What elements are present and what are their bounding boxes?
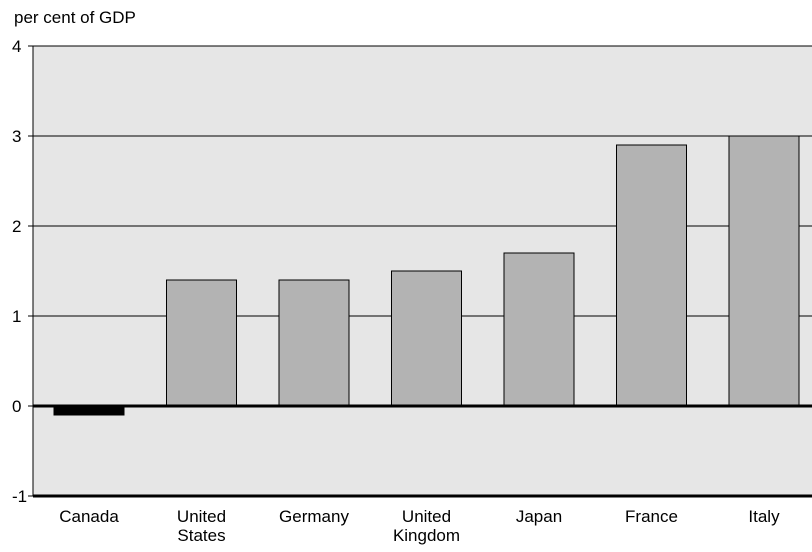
y-tick-label: 2 (12, 217, 21, 236)
x-tick-label: Canada (59, 507, 119, 526)
bar (503, 252, 575, 407)
y-tick-label: 4 (12, 37, 21, 56)
bar (278, 279, 350, 407)
x-tick-label: France (625, 507, 678, 526)
x-tick-label: Germany (279, 507, 349, 526)
y-tick-label: 1 (12, 307, 21, 326)
bars (53, 135, 800, 416)
bar (616, 144, 687, 407)
bar (391, 270, 462, 407)
y-tick-label: 0 (12, 397, 21, 416)
bar (166, 279, 237, 407)
x-axis-category-labels: Canada United States Germany United Kingdom Ja… (59, 507, 780, 545)
x-tick-label: United States (177, 507, 226, 545)
x-tick-label: Japan (516, 507, 562, 526)
y-tick-label: -1 (12, 487, 27, 506)
y-tick-label: 3 (12, 127, 21, 146)
bar (728, 135, 800, 407)
y-axis-unit-label: per cent of GDP (14, 8, 136, 27)
x-tick-label: United Kingdom (393, 507, 460, 545)
x-tick-label: Italy (748, 507, 780, 526)
y-axis-tick-labels: 4 3 2 1 0 -1 (12, 37, 27, 506)
axis-lines (32, 46, 812, 498)
